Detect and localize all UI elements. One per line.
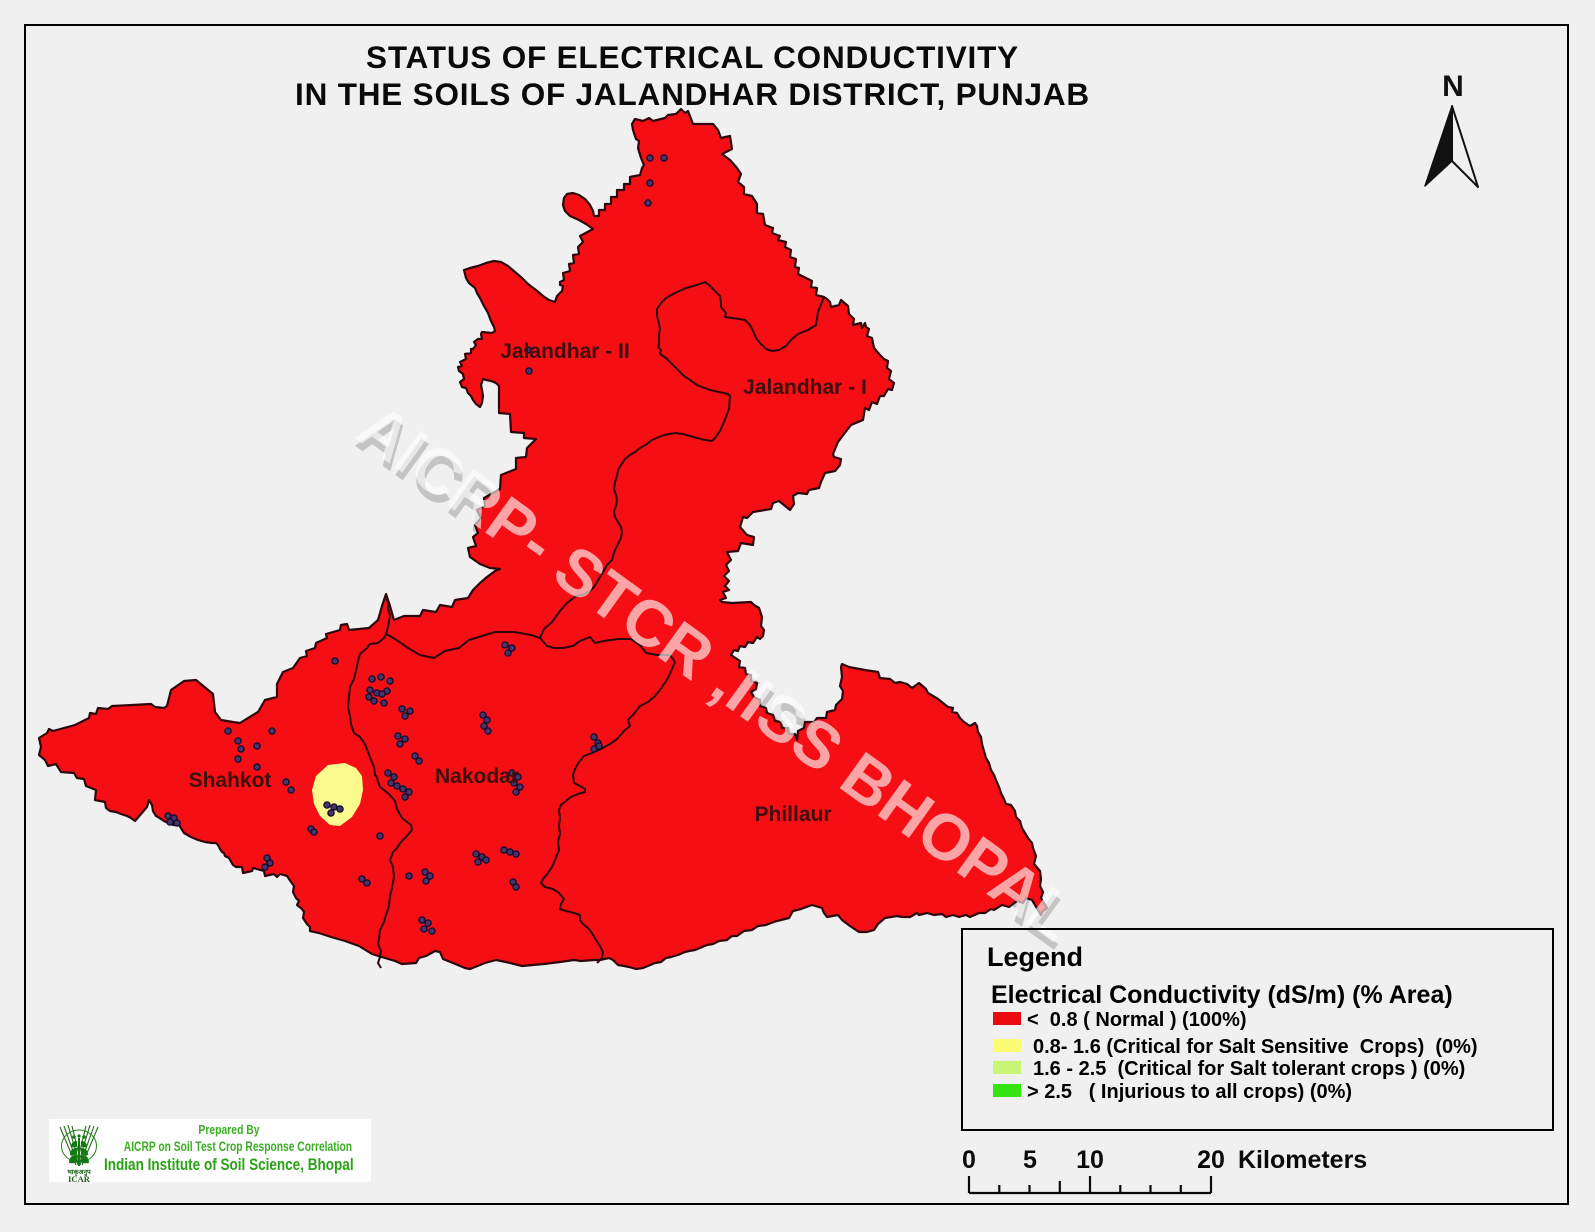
svg-text:Phillaur: Phillaur: [754, 803, 831, 826]
svg-text:Shahkot: Shahkot: [189, 769, 272, 792]
svg-text:भाकृअनुप: भाकृअनुप: [67, 1169, 91, 1176]
svg-text:Jalandhar - I: Jalandhar - I: [743, 376, 867, 399]
svg-text:Jalandhar - II: Jalandhar - II: [500, 340, 630, 363]
svg-text:N: N: [1442, 70, 1464, 103]
svg-text:Nakodar: Nakodar: [435, 765, 519, 788]
svg-text:ICAR: ICAR: [68, 1174, 91, 1183]
